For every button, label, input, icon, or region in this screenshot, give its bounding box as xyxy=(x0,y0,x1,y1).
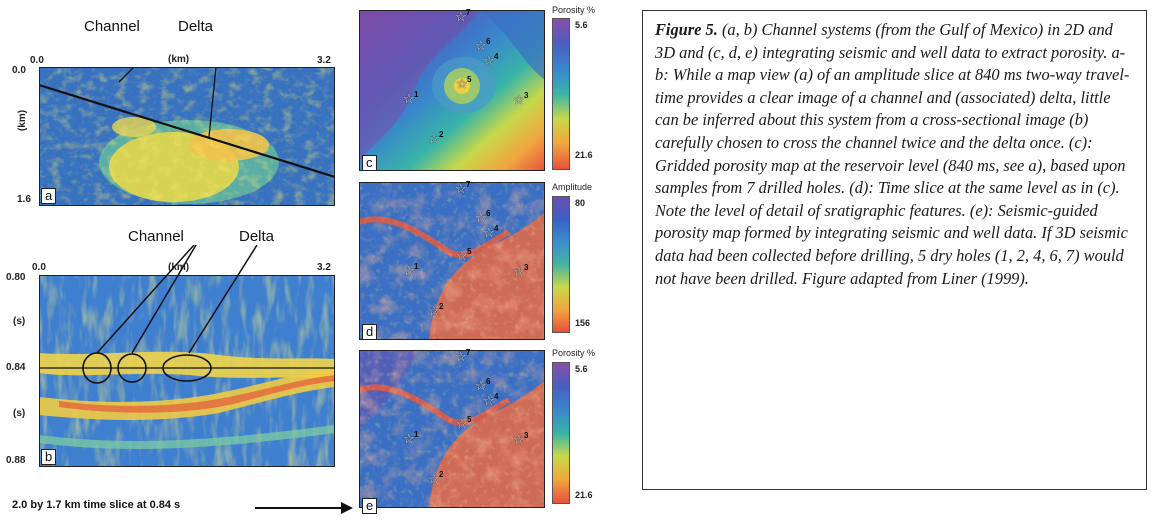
panel-b-channel-label: Channel xyxy=(128,228,184,245)
panel-e-colorbar xyxy=(552,362,570,504)
panel-c-colorbar xyxy=(552,18,570,170)
panel-b-y-unit-2: (s) xyxy=(13,408,26,419)
well-label: 6 xyxy=(486,209,491,218)
well-star-icon: ☆ xyxy=(483,53,495,68)
panel-c-colorbar-top: 5.6 xyxy=(575,20,588,30)
well-label: 1 xyxy=(414,90,419,99)
well-label: 7 xyxy=(466,8,471,17)
panel-a-cross-section-line xyxy=(39,83,335,179)
well-label: 6 xyxy=(486,377,491,386)
well-star-icon: ☆ xyxy=(513,264,525,279)
panel-d-colorbar-bottom: 156 xyxy=(575,318,591,328)
panel-b-y-mid: 0.84 xyxy=(6,362,26,373)
well-label: 3 xyxy=(524,431,529,440)
well-label: 5 xyxy=(467,247,472,256)
well-star-icon: ☆ xyxy=(403,91,415,106)
well-label: 1 xyxy=(414,430,419,439)
well-star-icon: ☆ xyxy=(455,181,467,196)
well-label: 1 xyxy=(414,262,419,271)
panel-b-pointer-lines xyxy=(96,245,258,354)
panel-c-colorbar-bottom: 21.6 xyxy=(575,150,593,160)
well-label: 5 xyxy=(467,415,472,424)
panel-c-porosity-map xyxy=(359,10,545,171)
panel-a-delta-label: Delta xyxy=(178,18,214,35)
well-star-icon: ☆ xyxy=(475,210,487,225)
panel-d-colorbar xyxy=(552,196,570,333)
well-label: 7 xyxy=(466,180,471,189)
well-label: 2 xyxy=(439,130,444,139)
panel-a-y-top: 0.0 xyxy=(12,65,26,76)
well-label: 7 xyxy=(466,348,471,357)
panel-a-y-bottom: 1.6 xyxy=(17,194,31,205)
panel-a-x-end: 3.2 xyxy=(317,55,331,66)
panel-b-x-unit: (km) xyxy=(168,262,190,273)
panel-d-letter: d xyxy=(362,324,378,340)
well-star-icon: ☆ xyxy=(403,263,415,278)
panel-a-amplitude-map xyxy=(39,67,335,206)
well-star-icon: ☆ xyxy=(428,131,440,146)
panel-b-x-end: 3.2 xyxy=(317,262,331,273)
panel-e-colorbar-top: 5.6 xyxy=(575,364,588,374)
panel-e-porosity-map xyxy=(359,350,545,508)
bottom-note: 2.0 by 1.7 km time slice at 0.84 s xyxy=(12,499,181,511)
panel-a-letter: a xyxy=(41,188,57,204)
well-star-icon: ☆ xyxy=(428,471,440,486)
panel-b-seismic-section xyxy=(39,275,335,467)
panel-c-letter: c xyxy=(362,155,377,171)
well-star-icon: ☆ xyxy=(456,248,468,263)
well-label: 2 xyxy=(439,302,444,311)
panel-c-colorbar-title: Porosity % xyxy=(552,5,596,15)
well-label: 2 xyxy=(439,470,444,479)
panel-a-x-start: 0.0 xyxy=(30,55,44,66)
panel-b-channel-circle-2 xyxy=(117,353,147,383)
panel-e-letter: e xyxy=(362,498,378,514)
well-star-icon: ☆ xyxy=(455,349,467,364)
bottom-note-arrow xyxy=(255,502,353,514)
panel-e-colorbar-title: Porosity % xyxy=(552,348,596,358)
panel-d-colorbar-title: Amplitude xyxy=(552,182,593,192)
panel-b-y-unit-1: (s) xyxy=(13,316,26,327)
well-star-icon: ☆ xyxy=(456,416,468,431)
figure-caption-text: (a, b) Channel systems (from the Gulf of… xyxy=(655,20,1130,288)
well-label: 3 xyxy=(524,91,529,100)
well-label: 6 xyxy=(486,37,491,46)
well-label: 4 xyxy=(494,52,499,61)
well-star-icon: ☆ xyxy=(428,303,440,318)
well-label: 3 xyxy=(524,263,529,272)
panel-a-x-unit: (km) xyxy=(168,54,190,65)
panel-b-x-start: 0.0 xyxy=(32,262,46,273)
panel-b-letter: b xyxy=(41,449,57,465)
well-star-icon: ☆ xyxy=(455,9,467,24)
panel-a-delta-pointer xyxy=(208,67,217,138)
well-star-icon: ☆ xyxy=(456,76,468,91)
well-star-icon: ☆ xyxy=(403,431,415,446)
panel-d-colorbar-top: 80 xyxy=(575,198,586,208)
well-label: 4 xyxy=(494,224,499,233)
well-label: 4 xyxy=(494,392,499,401)
figure-caption: Figure 5. (a, b) Channel systems (from t… xyxy=(642,10,1147,490)
well-star-icon: ☆ xyxy=(475,38,487,53)
well-star-icon: ☆ xyxy=(475,378,487,393)
well-star-icon: ☆ xyxy=(513,92,525,107)
panel-b-y-top: 0.80 xyxy=(6,272,26,283)
well-star-icon: ☆ xyxy=(483,393,495,408)
panel-b-delta-ellipse xyxy=(162,354,212,382)
panel-a-channel-label: Channel xyxy=(84,18,140,35)
figure-caption-label: Figure 5. xyxy=(655,20,718,39)
panel-a-channel-pointer xyxy=(118,67,135,83)
well-star-icon: ☆ xyxy=(513,432,525,447)
panel-d-amplitude-slice xyxy=(359,182,545,340)
well-star-icon: ☆ xyxy=(483,225,495,240)
panel-e-colorbar-bottom: 21.6 xyxy=(575,490,593,500)
panel-a-y-unit: (km) xyxy=(17,109,29,132)
panel-b-y-bottom: 0.88 xyxy=(6,455,26,466)
panel-b-delta-label: Delta xyxy=(239,228,275,245)
well-label: 5 xyxy=(467,75,472,84)
